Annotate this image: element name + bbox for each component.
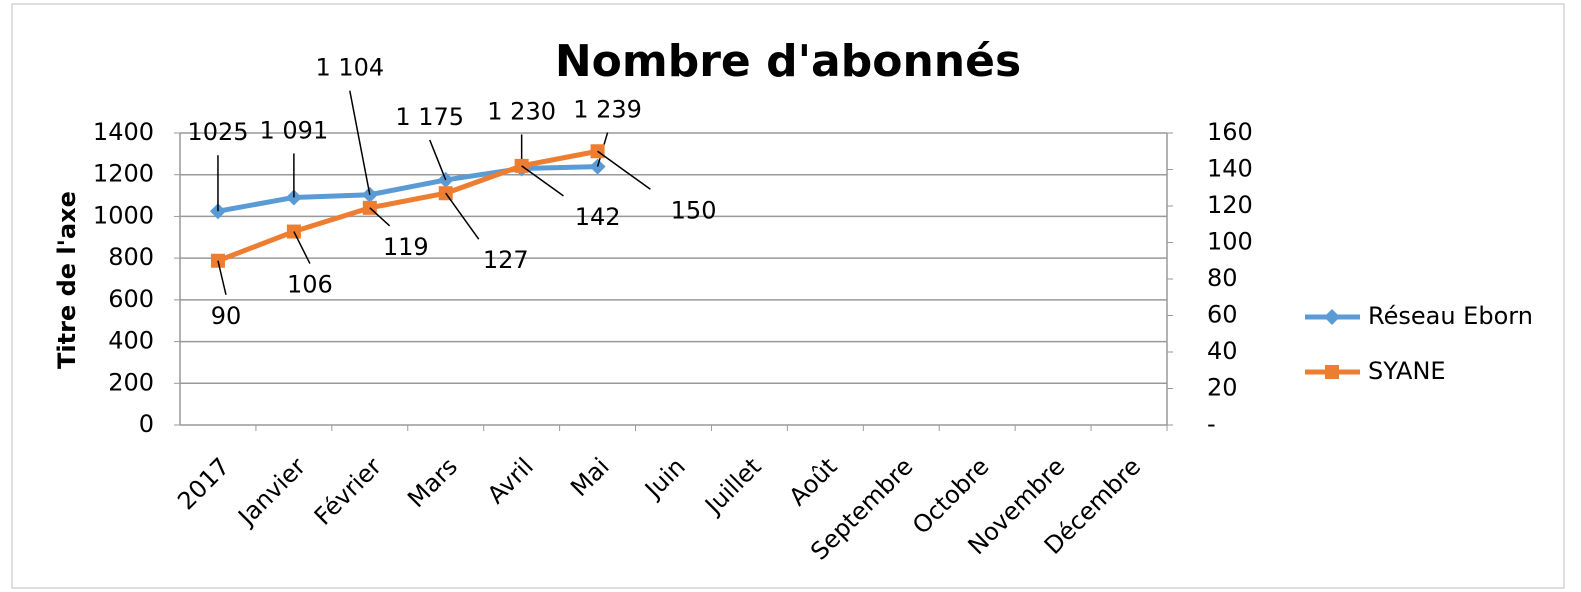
series-line bbox=[217, 164, 598, 214]
y2-tick-label: - bbox=[1207, 410, 1216, 438]
leader-line bbox=[429, 139, 447, 181]
y-tick-label: 1200 bbox=[93, 160, 154, 188]
leader-line bbox=[445, 192, 480, 240]
data-label: 1 230 bbox=[487, 97, 556, 125]
leader-line bbox=[217, 260, 227, 295]
data-label: 1 104 bbox=[315, 54, 384, 82]
y-tick-label: 800 bbox=[108, 243, 154, 271]
y2-tick-label: 20 bbox=[1207, 374, 1238, 402]
legend-label: SYANE bbox=[1368, 357, 1446, 385]
y2-tick-label: 60 bbox=[1207, 301, 1238, 329]
y-axis-title: Titre de l'axe bbox=[53, 191, 81, 369]
leader-line bbox=[369, 207, 391, 227]
chart-title: Nombre d'abonnés bbox=[555, 36, 1021, 87]
y2-tick-label: 80 bbox=[1207, 264, 1238, 292]
data-label: 150 bbox=[671, 196, 717, 224]
data-label: 106 bbox=[287, 271, 333, 299]
marker bbox=[1324, 309, 1340, 325]
y2-tick-label: 140 bbox=[1207, 155, 1253, 183]
data-label: 1 091 bbox=[260, 116, 329, 144]
y-tick-label: 0 bbox=[139, 410, 154, 438]
data-label: 1 175 bbox=[395, 103, 464, 131]
data-label: 142 bbox=[575, 203, 621, 231]
leader-line bbox=[597, 150, 651, 190]
chart-border bbox=[11, 3, 1565, 589]
y2-tick-label: 160 bbox=[1207, 118, 1253, 146]
y-tick-label: 1000 bbox=[93, 201, 154, 229]
data-label: 127 bbox=[483, 246, 529, 274]
y2-tick-label: 40 bbox=[1207, 337, 1238, 365]
data-label: 90 bbox=[211, 302, 242, 330]
leader-line bbox=[293, 231, 311, 264]
legend-label: Réseau Eborn bbox=[1368, 302, 1533, 330]
data-label: 119 bbox=[383, 233, 429, 261]
y-tick-label: 200 bbox=[108, 368, 154, 396]
y2-tick-label: 120 bbox=[1207, 191, 1253, 219]
series-line bbox=[217, 148, 599, 264]
y-tick-label: 1400 bbox=[93, 118, 154, 146]
y-tick-label: 400 bbox=[108, 327, 154, 355]
data-label: 1 239 bbox=[573, 96, 642, 124]
leader-line bbox=[521, 165, 564, 197]
data-label: 1025 bbox=[187, 118, 248, 146]
y2-tick-label: 100 bbox=[1207, 228, 1253, 256]
leader-line bbox=[349, 90, 371, 195]
marker bbox=[1325, 365, 1339, 379]
y-tick-label: 600 bbox=[108, 285, 154, 313]
